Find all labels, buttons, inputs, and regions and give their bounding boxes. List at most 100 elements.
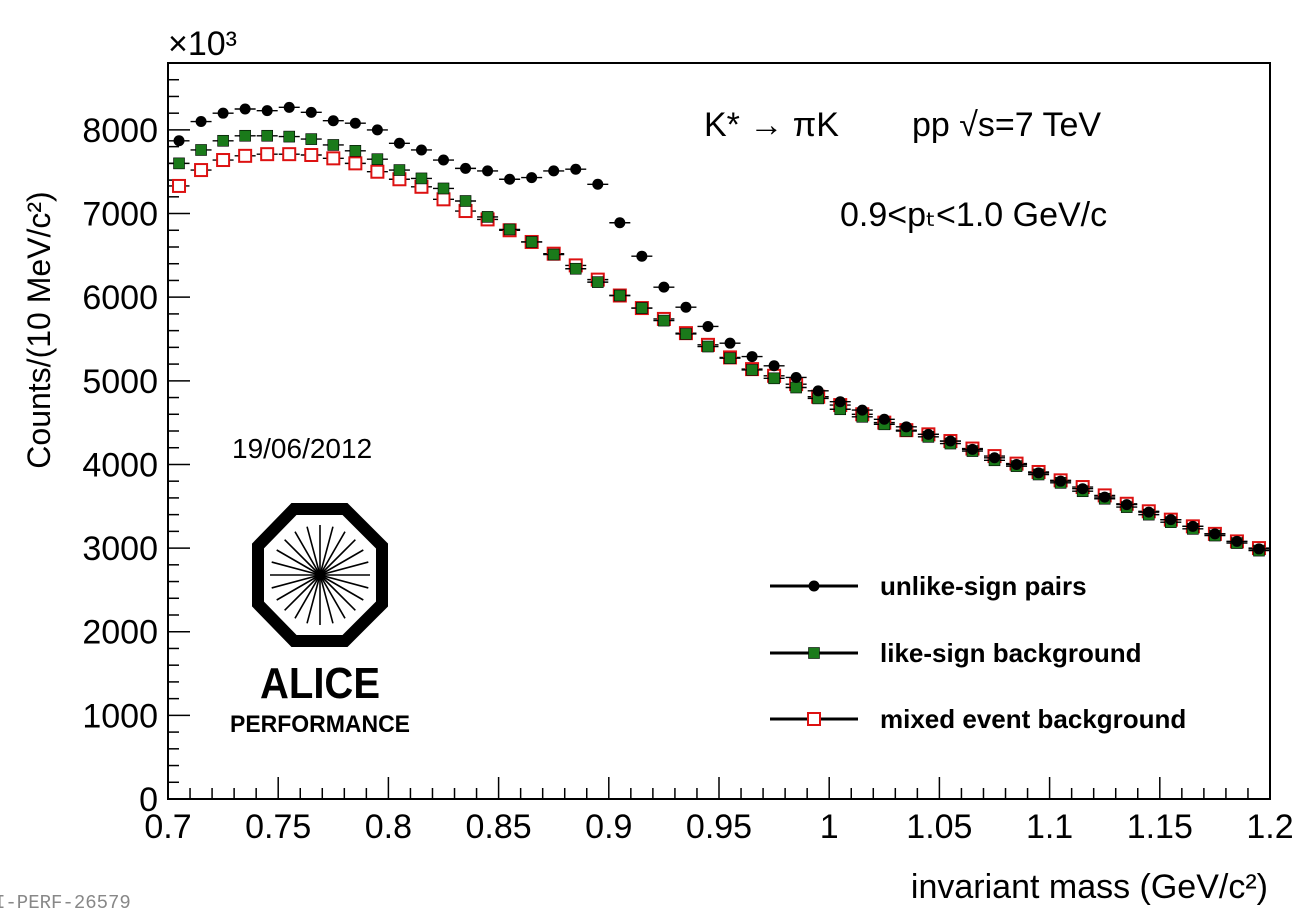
x-axis-label: invariant mass (GeV/c²) bbox=[911, 868, 1268, 906]
data-point bbox=[1209, 528, 1221, 540]
data-point bbox=[438, 154, 449, 166]
x-tick-label: 0.7 bbox=[144, 808, 191, 846]
data-point bbox=[305, 106, 317, 118]
data-point bbox=[548, 165, 560, 177]
data-point bbox=[326, 151, 341, 166]
data-point bbox=[900, 421, 912, 433]
data-point bbox=[636, 250, 648, 262]
data-point bbox=[614, 289, 626, 302]
y-tick-label: 4000 bbox=[82, 446, 158, 484]
data-point bbox=[724, 337, 736, 349]
logo-ray bbox=[319, 574, 356, 611]
y-axis-label: Counts/(10 MeV/c²) bbox=[21, 191, 57, 468]
data-point bbox=[481, 211, 494, 223]
data-point bbox=[459, 195, 472, 207]
data-point bbox=[195, 116, 207, 128]
data-point bbox=[371, 124, 383, 136]
logo-ray bbox=[306, 574, 321, 624]
legend-item: mixed event background bbox=[770, 704, 1186, 734]
data-point bbox=[458, 204, 473, 219]
logo-ray bbox=[276, 549, 321, 576]
legend-label: like-sign background bbox=[880, 638, 1142, 668]
x-tick-label: 1.2 bbox=[1246, 808, 1293, 846]
logo-ray bbox=[319, 526, 334, 576]
logo-ray bbox=[319, 574, 346, 619]
data-point bbox=[989, 452, 1000, 464]
y-tick-label: 1000 bbox=[82, 697, 158, 735]
alice-logo: ALICE PERFORMANCE bbox=[230, 503, 410, 738]
data-point bbox=[944, 435, 956, 447]
y-tick-label: 6000 bbox=[82, 279, 158, 317]
logo-ray bbox=[271, 574, 321, 589]
x-tick-label: 1 bbox=[820, 808, 839, 846]
x-tick-label: 1.15 bbox=[1127, 808, 1193, 846]
data-point bbox=[327, 115, 339, 127]
data-point bbox=[238, 148, 253, 163]
logo-ray bbox=[319, 531, 346, 576]
data-point bbox=[349, 117, 361, 129]
data-point bbox=[702, 340, 714, 353]
logo-ray bbox=[319, 561, 369, 576]
data-point bbox=[393, 164, 406, 176]
data-point bbox=[415, 144, 427, 156]
data-point bbox=[460, 162, 472, 174]
data-point bbox=[415, 172, 428, 185]
data-point bbox=[658, 314, 670, 327]
data-point bbox=[1033, 467, 1045, 479]
data-point bbox=[216, 153, 231, 168]
reaction-annotation: K* → πK bbox=[704, 106, 839, 144]
legend-item: like-sign background bbox=[770, 638, 1142, 668]
data-point bbox=[1187, 520, 1199, 532]
data-point bbox=[1253, 543, 1265, 555]
data-point bbox=[172, 178, 187, 193]
logo-ray bbox=[319, 539, 356, 576]
axes-layer: 0.7 0.75 0.8 0.85 0.9 0.95 1 1.05 1.1 1.15 1.2 0 100… bbox=[82, 62, 1294, 846]
data-point bbox=[370, 164, 385, 179]
data-point bbox=[878, 413, 890, 425]
data-point bbox=[1055, 475, 1067, 487]
data-point bbox=[591, 276, 604, 288]
data-point bbox=[371, 153, 384, 165]
data-point bbox=[768, 372, 780, 385]
system-annotation: pp √s=7 TeV bbox=[912, 106, 1101, 144]
data-point bbox=[680, 301, 692, 313]
alice-logo-subtitle: PERFORMANCE bbox=[230, 711, 410, 738]
alice-logo-rays bbox=[270, 525, 370, 625]
logo-ray bbox=[284, 539, 321, 576]
data-point bbox=[966, 443, 978, 455]
data-point bbox=[283, 130, 296, 143]
data-point bbox=[768, 360, 780, 372]
x-tick-label: 1.1 bbox=[1026, 808, 1073, 846]
data-point bbox=[349, 145, 362, 157]
data-point bbox=[239, 103, 251, 115]
x-tick-label: 1.05 bbox=[906, 808, 972, 846]
data-point bbox=[261, 129, 273, 142]
x-tick-label: 0.85 bbox=[466, 808, 532, 846]
data-point bbox=[526, 172, 538, 184]
legend-item: unlike-sign pairs bbox=[770, 571, 1087, 601]
alice-logo-octagon bbox=[252, 503, 388, 647]
data-point bbox=[503, 223, 516, 236]
data-point bbox=[304, 148, 319, 162]
logo-ray bbox=[276, 574, 321, 601]
data-point bbox=[856, 404, 868, 416]
data-point bbox=[922, 428, 934, 440]
data-point bbox=[217, 134, 229, 147]
data-point bbox=[173, 135, 185, 147]
data-point bbox=[482, 165, 494, 177]
data-point bbox=[393, 137, 405, 149]
y-tick-label: 2000 bbox=[82, 614, 158, 652]
logo-ray bbox=[271, 561, 321, 576]
logo-ray bbox=[294, 574, 321, 619]
data-point bbox=[592, 178, 604, 190]
data-point bbox=[525, 236, 538, 248]
data-point bbox=[569, 262, 582, 275]
logo-ray bbox=[284, 574, 321, 611]
data-point bbox=[436, 192, 451, 207]
y-tick-label: 8000 bbox=[82, 112, 158, 150]
y-tick-label: 7000 bbox=[82, 196, 158, 234]
data-point bbox=[1011, 458, 1023, 470]
legend-label: unlike-sign pairs bbox=[880, 571, 1087, 601]
